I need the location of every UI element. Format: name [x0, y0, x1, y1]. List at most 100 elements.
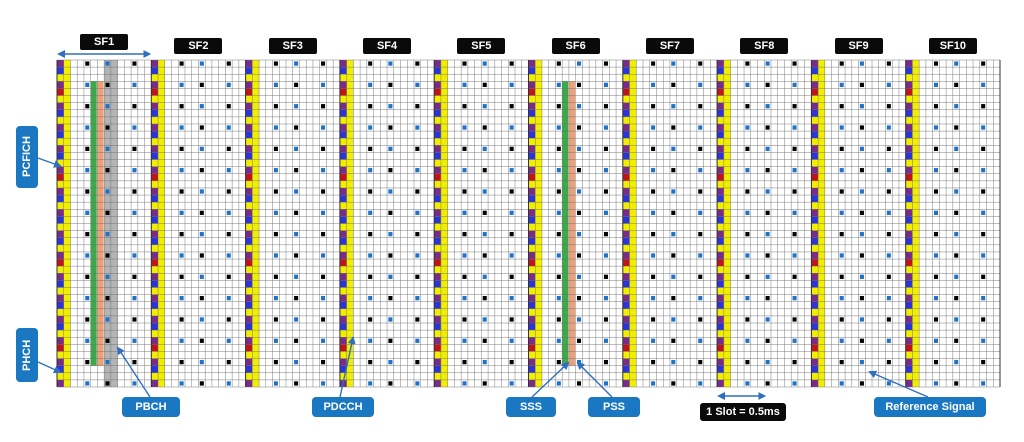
reference-signal-mark [745, 189, 750, 194]
reference-signal-mark [859, 168, 864, 173]
pdcch-cell [151, 88, 159, 96]
reference-signal-mark [576, 189, 582, 194]
reference-signal-mark [981, 232, 986, 237]
reference-signal-mark [765, 381, 770, 386]
reference-signal-mark [368, 296, 373, 301]
reference-signal-mark [321, 359, 326, 365]
reference-signal-mark [509, 61, 514, 66]
pdcch-cell [57, 180, 64, 188]
reference-signal-mark [839, 82, 844, 88]
pdcch-cell [151, 230, 159, 238]
pdcch-cell [434, 173, 441, 181]
reference-signal-mark [576, 381, 582, 386]
pdcch-cell [151, 308, 159, 316]
reference-signal-mark [886, 232, 891, 237]
pdcch-cell [905, 372, 913, 380]
pdcch-cell [905, 308, 913, 316]
reference-signal-mark [199, 253, 204, 258]
reference-signal-mark [368, 381, 373, 386]
pdcch-cell [151, 273, 159, 281]
pdcch-cell [811, 138, 819, 146]
reference-signal-mark [388, 125, 393, 130]
reference-signal-mark [273, 104, 278, 109]
pdcch-cell [245, 308, 253, 316]
reference-signal-mark [651, 274, 656, 279]
pdcch-cell [811, 180, 819, 188]
reference-signal-mark [179, 104, 184, 109]
pdcch-cell [905, 88, 913, 96]
pdcch-cell [717, 337, 724, 345]
reference-signal-mark [933, 61, 939, 66]
pdcch-cell [434, 116, 441, 124]
reference-signal-mark [671, 125, 676, 130]
reference-signal-mark [85, 274, 90, 279]
reference-signal-mark [199, 359, 204, 365]
reference-signal-mark [179, 317, 184, 322]
reference-signal-mark [603, 82, 608, 88]
reference-signal-mark [132, 104, 137, 109]
pdcch-cell [339, 216, 347, 224]
reference-signal-mark [765, 296, 770, 301]
pdcch-cell [717, 330, 724, 338]
pdcch-cell [905, 180, 913, 188]
pdcch-cell [245, 88, 253, 96]
reference-signal-mark [226, 168, 231, 173]
pdcch-cell [434, 88, 441, 96]
reference-signal-mark [199, 210, 204, 215]
pdcch-cell [339, 152, 347, 160]
pdcch-cell [57, 273, 64, 281]
pdcch-cell [717, 131, 724, 139]
reference-signal-mark [105, 296, 110, 301]
reference-signal-mark [273, 274, 278, 279]
pdcch-cell [151, 60, 159, 68]
reference-signal-mark [671, 317, 676, 322]
reference-signal-mark [388, 61, 393, 66]
reference-signal-mark [368, 82, 373, 88]
reference-signal-mark [105, 125, 110, 130]
reference-signal-mark [199, 189, 204, 194]
pdcch-cell [717, 273, 724, 281]
reference-signal-mark [132, 146, 137, 151]
reference-signal-mark [273, 253, 278, 258]
reference-signal-mark [698, 253, 703, 258]
pdcch-cell [245, 209, 253, 217]
reference-signal-mark [886, 82, 891, 88]
reference-signal-mark [462, 232, 467, 237]
reference-signal-mark [745, 125, 750, 130]
reference-signal-mark [509, 104, 514, 109]
subframe-label-3: SF3 [268, 38, 317, 54]
sss-label: SSS [506, 397, 556, 417]
pdcch-cell [57, 237, 64, 245]
pdcch-cell [434, 195, 441, 203]
pdcch-cell [622, 266, 630, 274]
pdcch-cell [339, 187, 347, 196]
reference-signal-mark [368, 359, 373, 365]
pdcch-cell [434, 159, 441, 167]
pdcch-cell [622, 237, 630, 245]
pdcch-cell [339, 180, 347, 188]
reference-signal-mark [981, 253, 986, 258]
pdcch-cell [245, 280, 253, 288]
reference-signal-mark [603, 146, 608, 151]
pdcch-cell [339, 60, 347, 68]
reference-signal-mark [745, 61, 750, 66]
pdcch-cell [151, 81, 159, 89]
pdcch-cell [717, 358, 724, 366]
pdcch-cell [622, 294, 630, 302]
pdcch-cell [811, 152, 819, 160]
pdcch-cell [245, 273, 253, 281]
pdcch-cell [905, 109, 913, 117]
reference-signal-mark [981, 104, 986, 109]
pdcch-cell [622, 187, 630, 196]
pdcch-cell [339, 95, 347, 103]
reference-signal-mark [765, 274, 770, 279]
reference-signal-mark [132, 210, 137, 215]
reference-signal-mark [415, 296, 420, 301]
reference-signal-mark [698, 274, 703, 279]
pdcch-cell [811, 109, 819, 117]
reference-signal-mark [294, 359, 299, 365]
pdcch-cell [717, 323, 724, 331]
reference-signal-mark [294, 125, 299, 130]
pdcch-cell [717, 180, 724, 188]
pdcch-cell [622, 251, 630, 260]
